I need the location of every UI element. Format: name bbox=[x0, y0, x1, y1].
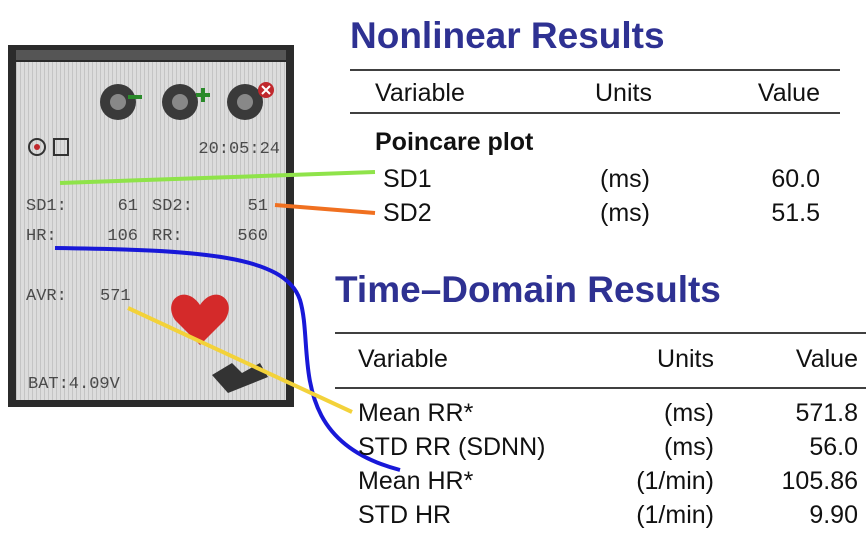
cell: STD RR (SDNN) bbox=[358, 433, 546, 461]
group-label: Poincare plot bbox=[375, 128, 534, 156]
cell: SD2 bbox=[383, 199, 432, 227]
rules bbox=[335, 69, 866, 389]
icon bbox=[162, 84, 210, 120]
reading: AVR: bbox=[26, 287, 67, 306]
connectors bbox=[54, 170, 401, 472]
reading: SD2: bbox=[152, 197, 193, 216]
cell: (1/min) bbox=[636, 501, 714, 529]
cell: 51.5 bbox=[771, 199, 820, 227]
column-header: Units bbox=[657, 345, 714, 373]
reading: 106 bbox=[107, 227, 138, 246]
reading: HR: bbox=[26, 227, 57, 246]
cell: STD HR bbox=[358, 501, 451, 529]
battery: BAT:4.09V bbox=[28, 375, 121, 394]
reading: 560 bbox=[237, 227, 268, 246]
cell: Mean RR* bbox=[358, 399, 474, 427]
cell: (ms) bbox=[600, 199, 650, 227]
reading: 51 bbox=[248, 197, 268, 216]
column-header: Value bbox=[758, 79, 820, 107]
heart-icon bbox=[171, 294, 229, 345]
column-header: Units bbox=[595, 79, 652, 107]
reading: SD1: bbox=[26, 197, 67, 216]
cell: 9.90 bbox=[809, 501, 858, 529]
button-strip bbox=[16, 50, 286, 60]
record-icon bbox=[28, 138, 46, 156]
reading: 571 bbox=[100, 287, 131, 306]
cell: 571.8 bbox=[795, 399, 858, 427]
status-icon bbox=[212, 363, 268, 393]
connector bbox=[127, 306, 353, 414]
record-dot bbox=[34, 144, 40, 150]
reading: 61 bbox=[118, 197, 138, 216]
sd-icon bbox=[53, 138, 69, 156]
table-title: Nonlinear Results bbox=[350, 15, 665, 56]
cell: SD1 bbox=[383, 165, 432, 193]
cell: 56.0 bbox=[809, 433, 858, 461]
icon bbox=[100, 84, 142, 120]
table-title: Time–Domain Results bbox=[335, 269, 721, 310]
cell: (ms) bbox=[600, 165, 650, 193]
clock: 20:05:24 bbox=[198, 140, 280, 159]
column-header: Variable bbox=[375, 79, 465, 107]
cell: Mean HR* bbox=[358, 467, 474, 495]
cell: 105.86 bbox=[782, 467, 858, 495]
reading: RR: bbox=[152, 227, 183, 246]
column-header: Value bbox=[796, 345, 858, 373]
cell: (ms) bbox=[664, 399, 714, 427]
connector bbox=[59, 170, 376, 185]
device bbox=[8, 45, 294, 407]
column-header: Variable bbox=[358, 345, 448, 373]
icon bbox=[227, 82, 274, 120]
cell: (ms) bbox=[664, 433, 714, 461]
connector bbox=[54, 246, 401, 472]
cell: 60.0 bbox=[771, 165, 820, 193]
cell: (1/min) bbox=[636, 467, 714, 495]
connector bbox=[274, 203, 376, 215]
